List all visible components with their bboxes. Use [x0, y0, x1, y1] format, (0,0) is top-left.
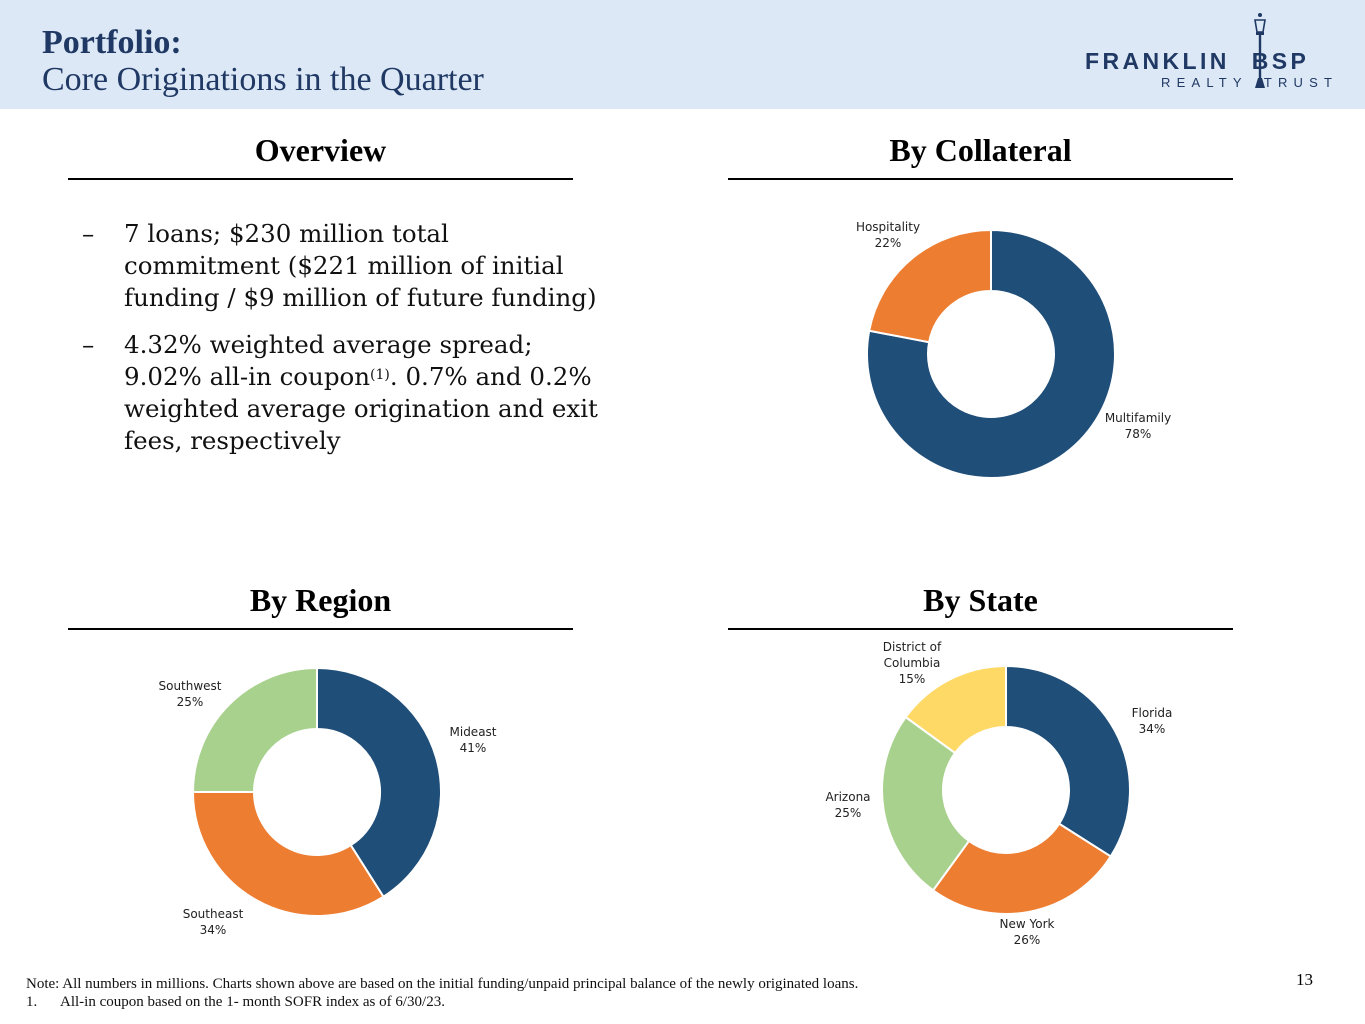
note-text: Note: All numbers in millions. Charts sh… [26, 976, 859, 992]
logo-realty: REALTY [1161, 75, 1248, 90]
logo-bsp: BSP [1251, 48, 1310, 74]
footnote-marker: (1) [370, 367, 390, 383]
state-donut-chart: Florida 34% New York 26% Arizona 25% District … [825, 640, 1173, 947]
logo-franklin: FRANKLIN [1085, 48, 1230, 74]
overview-bullets: – 7 loans; $230 million total commitment… [78, 218, 598, 472]
data-label-value: 26% [1014, 933, 1041, 947]
data-label-category: Arizona [825, 790, 870, 804]
region-donut-chart: Mideast 41% Southeast 34% Southwest 25% [158, 666, 497, 937]
footnote-number: 1. [26, 994, 38, 1010]
data-label-value: 15% [899, 672, 926, 686]
overview-bullet-1: – 7 loans; $230 million total commitment… [78, 218, 598, 314]
overview-rule [68, 178, 573, 180]
data-label-category: Columbia [884, 656, 941, 670]
footnotes: Note: All numbers in millions. Charts sh… [26, 975, 858, 1011]
logo-trust: TRUST [1263, 75, 1339, 90]
slice-multifamily [866, 228, 1116, 479]
data-label-value: 25% [835, 806, 862, 820]
data-label-value: 22% [875, 236, 902, 250]
data-label-category: New York [1000, 917, 1055, 931]
slice-district-of-columbia [904, 664, 1007, 755]
data-label-category: Southeast [183, 907, 244, 921]
logo-wordmark: FRANKLIN BSP [1085, 48, 1309, 74]
slice-southwest [191, 666, 318, 793]
slice-florida [1005, 664, 1131, 858]
page-number: 13 [1296, 970, 1313, 989]
state-rule [728, 628, 1233, 630]
footnote-text: All-in coupon based on the 1- month SOFR… [60, 994, 445, 1010]
data-label-category: Multifamily [1105, 411, 1171, 425]
region-title: By Region [249, 582, 392, 618]
bullet-text-b: . 0.7% and 0.2% weighted average origina… [124, 362, 598, 455]
lamppost-icon [1254, 13, 1266, 88]
bullet-dash: – [82, 330, 95, 359]
data-label-value: 78% [1125, 427, 1152, 441]
slice-hospitality [868, 228, 992, 344]
logo-tagline: REALTY TRUST [1161, 75, 1338, 90]
header-band: Portfolio: Core Originations in the Quar… [0, 0, 1365, 109]
collateral-title: By Collateral [889, 132, 1072, 168]
slice-new-york [931, 822, 1113, 915]
slice-arizona [881, 715, 971, 892]
data-label-category: Florida [1132, 706, 1173, 720]
slice-southeast [191, 791, 385, 917]
data-label-value: 41% [460, 741, 487, 755]
data-label-category: Mideast [450, 725, 497, 739]
footnote-1: 1. All-in coupon based on the 1- month SO… [26, 993, 858, 1011]
state-title: By State [923, 582, 1038, 618]
company-logo: FRANKLIN BSP REALTY TRUST [1085, 12, 1355, 94]
collateral-donut-chart: Multifamily 78% Hospitality 22% [856, 220, 1171, 479]
region-rule [68, 628, 573, 630]
data-label-value: 34% [200, 923, 227, 937]
overview-bullet-2: – 4.32% weighted average spread; 9.02% a… [78, 329, 598, 457]
slice-mideast [316, 666, 442, 899]
data-label-category: Hospitality [856, 220, 920, 234]
bullet-text-a: 4.32% weighted average spread; 9.02% all… [124, 330, 533, 391]
page-title: Portfolio: [42, 24, 182, 61]
overview-title: Overview [254, 132, 387, 168]
bullet-dash: – [82, 219, 95, 248]
data-label-category: Southwest [158, 679, 221, 693]
bullet-text: 7 loans; $230 million total commitment (… [124, 219, 597, 312]
page-subtitle: Core Originations in the Quarter [42, 61, 484, 98]
data-label-category: District of [883, 640, 942, 654]
data-label-value: 34% [1139, 722, 1166, 736]
collateral-rule [728, 178, 1233, 180]
data-label-value: 25% [177, 695, 204, 709]
